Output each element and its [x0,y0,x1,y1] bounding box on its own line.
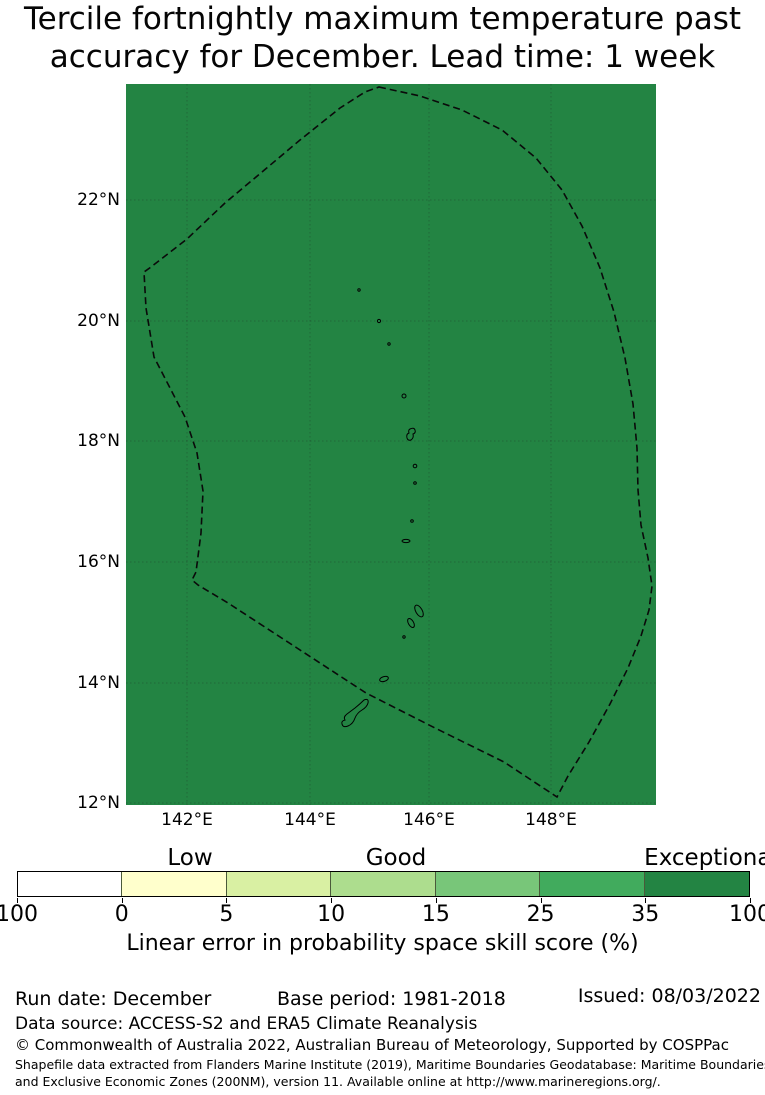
map-area [126,84,656,805]
colorbar-axis-label: Linear error in probability space skill … [126,931,639,956]
y-axis-tick-label: 14°N [77,673,120,693]
figure-title-line2: accuracy for December. Lead time: 1 week [49,39,716,75]
colorbar-tick-label: 10 [317,902,346,927]
eez-boundary-dashed-line [143,86,653,799]
colorbar-tick-mark [226,898,228,903]
island-outline [387,342,391,346]
colorbar-segment [331,872,436,896]
x-axis-tick-label: 142°E [161,810,213,830]
colorbar-tick-mark [645,898,647,903]
colorbar-tick-label: 25 [526,902,555,927]
colorbar-segment [122,872,227,896]
colorbar [17,871,750,897]
colorbar-descriptor-label: Good [365,845,427,871]
colorbar-segment [644,872,749,896]
island-outline [401,393,407,399]
island-outlines [341,288,424,728]
colorbar-tick-mark [750,898,751,903]
map-plot [126,84,656,805]
colorbar-tick-label: 100 [0,902,38,927]
shapefile-attribution-line2: and Exclusive Economic Zones (200NM), ve… [15,1074,661,1089]
y-axis-tick-label: 18°N [77,431,120,451]
colorbar-tick-mark [121,898,123,903]
colorbar-tick-label: 35 [631,902,660,927]
copyright-text: © Commonwealth of Australia 2022, Austra… [15,1036,729,1054]
y-axis-tick-label: 16°N [77,552,120,572]
colorbar-tick-mark [331,898,333,903]
island-outline [357,288,361,292]
colorbar-segment [540,872,645,896]
island-outline [413,481,417,485]
colorbar-descriptor-label: Low [167,845,213,871]
x-axis-tick-label: 146°E [403,810,455,830]
island-outline [402,635,406,639]
island-outline-anatahan [401,538,411,544]
colorbar-tick-mark [540,898,542,903]
island-outline-pagan [406,427,416,441]
island-outline [376,318,382,324]
x-axis-tick-label: 144°E [284,810,336,830]
map-sea-fill [126,84,656,805]
base-period-text: Base period: 1981-2018 [277,988,506,1010]
colorbar-tick-mark [435,898,437,903]
island-outline-rota [379,675,389,683]
issued-date-text: Issued: 08/03/2022 [577,985,761,1007]
island-outline [410,519,414,523]
island-outline-saipan [414,604,424,618]
shapefile-attribution-line1: Shapefile data extracted from Flanders M… [15,1057,765,1072]
colorbar-tick-label: 0 [114,902,129,927]
island-outline-guam [341,698,369,728]
run-date-text: Run date: December [15,988,212,1010]
colorbar-segment [226,872,332,896]
colorbar-segment [435,872,541,896]
y-axis-tick-label: 22°N [77,190,120,210]
island-outline [412,463,418,469]
island-outline-tinian [407,617,415,629]
y-axis-tick-label: 12°N [77,793,120,813]
colorbar-tick-label: 100 [729,902,765,927]
colorbar-tick-mark [17,898,18,903]
colorbar-tick-label: 5 [219,902,234,927]
colorbar-tick-label: 15 [421,902,450,927]
y-axis-tick-label: 20°N [77,311,120,331]
colorbar-segment [18,872,123,896]
figure-title-line1: Tercile fortnightly maximum temperature … [23,1,742,37]
colorbar-descriptor-label: Exceptional [644,845,765,871]
x-axis-tick-label: 148°E [525,810,577,830]
data-source-text: Data source: ACCESS-S2 and ERA5 Climate … [15,1014,478,1034]
map-gridlines [126,84,656,805]
